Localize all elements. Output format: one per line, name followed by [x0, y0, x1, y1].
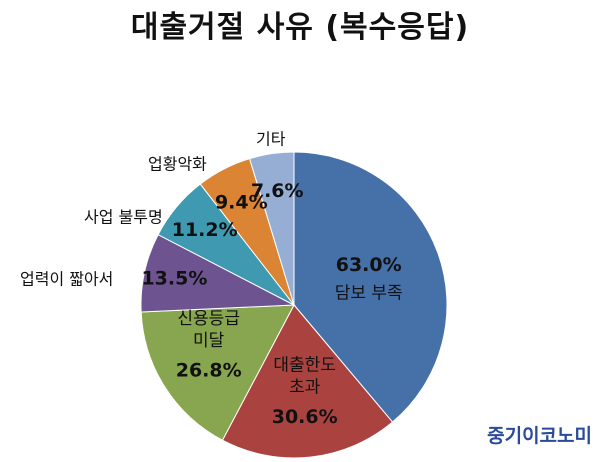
slice-category-label: 대출한도 [273, 355, 336, 375]
slice-category-label: 담보 부족 [335, 284, 403, 304]
slice-category-label: 사업 불투명 [84, 208, 163, 227]
slice-category-label: 기타 [256, 130, 286, 149]
slice-category-label: 업황악화 [148, 155, 207, 174]
pie-slice [221, 304, 394, 459]
slice-category-label: 업력이 짧아서 [20, 270, 113, 289]
slice-category-label: 미달 [193, 331, 225, 351]
pie-slice [293, 151, 448, 423]
slice-value-label: 7.6% [251, 180, 304, 202]
pie-slice [248, 151, 295, 306]
slice-value-label: 63.0% [336, 254, 402, 276]
slice-value-label: 30.6% [272, 406, 338, 428]
pie-slice [140, 304, 295, 441]
slice-value-label: 9.4% [215, 192, 268, 214]
slice-value-label: 13.5% [141, 267, 207, 289]
slice-category-label: 초과 [289, 377, 321, 397]
chart-title: 대출거절 사유 (복수응답) [130, 10, 470, 45]
slice-category-label: 신용등급 [177, 309, 240, 329]
slice-value-label: 11.2% [172, 219, 238, 241]
watermark-logo: 중기이코노미 [487, 425, 592, 447]
slice-value-label: 26.8% [176, 360, 242, 382]
